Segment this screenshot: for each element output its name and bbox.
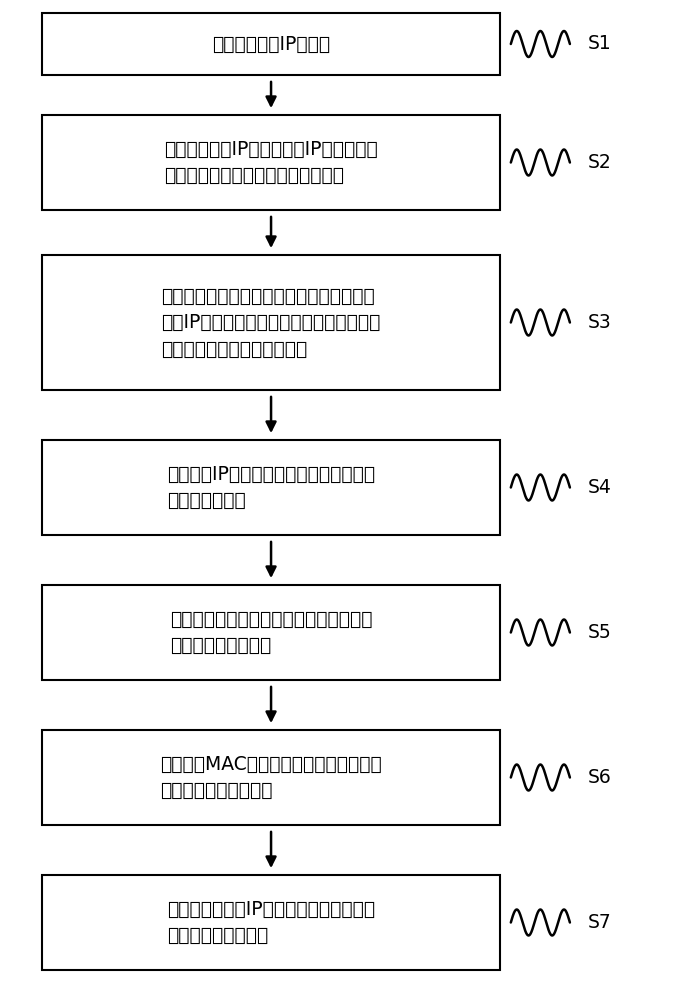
Text: S4: S4 — [587, 478, 611, 497]
FancyBboxPatch shape — [42, 115, 500, 210]
Text: 检测同一MAC地址是否登录了多个账号，
若是，则作为异常登录: 检测同一MAC地址是否登录了多个账号， 若是，则作为异常登录 — [160, 755, 382, 800]
Text: S5: S5 — [587, 623, 611, 642]
FancyBboxPatch shape — [42, 585, 500, 680]
Text: 检测是否有多个IP登录了同一个账号，若
是，则作为异常登录: 检测是否有多个IP登录了同一个账号，若 是，则作为异常登录 — [167, 900, 375, 945]
Text: 将账号的登录IP与免费代理IP数据库进行
匹配，若匹配成功，则作为异常登录: 将账号的登录IP与免费代理IP数据库进行 匹配，若匹配成功，则作为异常登录 — [164, 140, 378, 185]
Text: S7: S7 — [587, 913, 611, 932]
FancyBboxPatch shape — [42, 730, 500, 825]
Text: S3: S3 — [587, 313, 611, 332]
Text: 检测同一IP是否登录了多个账号，若是，
则作为异常登录: 检测同一IP是否登录了多个账号，若是， 则作为异常登录 — [167, 465, 375, 510]
FancyBboxPatch shape — [42, 440, 500, 535]
FancyBboxPatch shape — [42, 875, 500, 970]
Text: S2: S2 — [587, 153, 611, 172]
FancyBboxPatch shape — [42, 13, 500, 75]
Text: 检测同一主机名是否登录了多个账号，若
是，则作为异常登录: 检测同一主机名是否登录了多个账号，若 是，则作为异常登录 — [170, 610, 373, 655]
Text: 构建免费代理IP数据库: 构建免费代理IP数据库 — [212, 34, 330, 53]
Text: S1: S1 — [587, 34, 611, 53]
FancyBboxPatch shape — [42, 255, 500, 390]
Text: 对登录的账号进行区域分类，通过登录日志
中的IP进行归属地查询，若归属地与区域分
类结果不同，则作为异常登录: 对登录的账号进行区域分类，通过登录日志 中的IP进行归属地查询，若归属地与区域分… — [161, 286, 381, 359]
Text: S6: S6 — [587, 768, 611, 787]
